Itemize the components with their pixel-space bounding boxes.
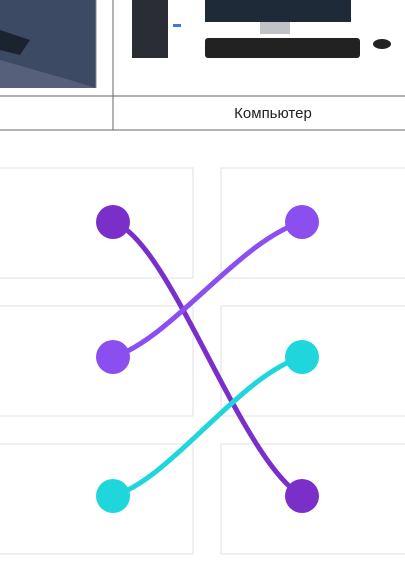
- keyboard: [205, 38, 360, 58]
- image-table: Компьютер: [0, 0, 405, 130]
- dot[interactable]: [285, 205, 319, 239]
- dot[interactable]: [96, 479, 130, 513]
- pc-tower: [132, 0, 168, 58]
- monitor: [205, 0, 351, 22]
- dot[interactable]: [96, 205, 130, 239]
- dot[interactable]: [285, 340, 319, 374]
- matching-exercise: Компьютер: [0, 0, 405, 582]
- caption: Компьютер: [234, 105, 312, 122]
- mouse: [373, 39, 391, 49]
- dot[interactable]: [96, 340, 130, 374]
- computer-image: [132, 0, 391, 58]
- pc-button: [173, 24, 181, 27]
- cards: [0, 168, 405, 554]
- dot[interactable]: [285, 479, 319, 513]
- monitor-stand: [260, 22, 290, 34]
